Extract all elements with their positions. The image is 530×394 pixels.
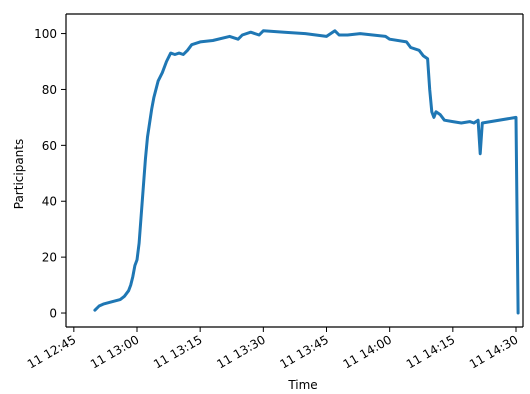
x-tick-label-7: 11 14:30 [467, 332, 520, 371]
y-tick-label-0: 0 [49, 307, 57, 321]
y-tick-label-60: 60 [42, 139, 57, 153]
y-tick-label-20: 20 [42, 251, 57, 265]
x-tick-label-1: 11 13:00 [88, 332, 141, 371]
x-tick-label-2: 11 13:15 [151, 332, 204, 371]
series-line-0 [93, 29, 520, 315]
x-tick-label-4: 11 13:45 [278, 332, 331, 371]
y-axis-label: Participants [12, 139, 26, 210]
chart-axes: 0 20 40 60 80 100 11 12:45 11 13:00 11 13:15 11 1… [25, 13, 524, 371]
x-tick-label-0: 11 12:45 [25, 332, 78, 371]
x-tick-label-5: 11 14:00 [341, 332, 394, 371]
x-tick-label-3: 11 13:30 [214, 332, 267, 371]
y-tick-label-40: 40 [42, 195, 57, 209]
x-axis-label: Time [287, 378, 317, 392]
x-tick-label-6: 11 14:15 [404, 332, 457, 371]
y-tick-label-100: 100 [34, 27, 57, 41]
chart-marks [93, 29, 520, 315]
y-tick-label-80: 80 [42, 83, 57, 97]
